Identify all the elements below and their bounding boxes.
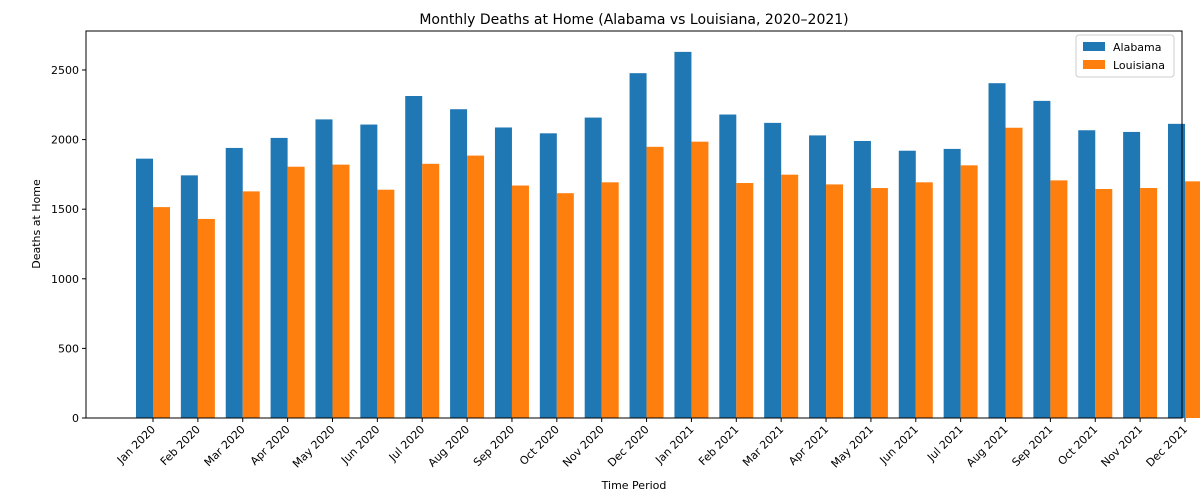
bar-louisiana — [915, 182, 933, 418]
legend-label-louisiana: Louisiana — [1113, 59, 1165, 72]
bar-louisiana — [691, 141, 709, 418]
bar-louisiana — [556, 193, 574, 418]
bar-louisiana — [960, 165, 978, 418]
x-tick-label: Jan 2021 — [652, 423, 696, 467]
bar-louisiana — [422, 163, 440, 418]
bar-alabama — [1168, 123, 1185, 418]
x-tick-label: Apr 2021 — [786, 423, 831, 468]
bar-alabama — [270, 137, 288, 418]
x-tick-label: Jan 2020 — [114, 423, 158, 467]
x-tick-label: May 2021 — [828, 423, 876, 471]
y-axis-title: Deaths at Home — [30, 179, 43, 269]
bar-louisiana — [870, 188, 888, 418]
x-tick-label: Jun 2020 — [338, 423, 382, 467]
x-tick-label: Feb 2021 — [696, 423, 741, 468]
x-tick-label: Dec 2020 — [605, 423, 652, 470]
x-tick-label: Jul 2021 — [924, 423, 966, 465]
x-tick-label: Oct 2021 — [1055, 423, 1100, 468]
x-tick-label: Dec 2021 — [1144, 423, 1191, 470]
legend-swatch-louisiana — [1083, 60, 1105, 69]
y-tick-label: 0 — [72, 412, 79, 425]
bar-louisiana — [467, 155, 485, 418]
bar-louisiana — [332, 164, 350, 418]
bar-alabama — [315, 119, 333, 418]
bar-alabama — [136, 158, 153, 419]
bar-alabama — [1078, 130, 1096, 419]
bar-alabama — [898, 150, 916, 418]
bar-alabama — [629, 73, 647, 419]
chart-title: Monthly Deaths at Home (Alabama vs Louis… — [419, 12, 848, 28]
bar-louisiana — [1185, 181, 1200, 418]
bar-louisiana — [287, 166, 305, 418]
x-tick-label: Aug 2021 — [964, 423, 1011, 470]
bar-louisiana — [242, 191, 260, 418]
x-tick-label: Mar 2020 — [202, 423, 248, 469]
bar-alabama — [405, 96, 423, 418]
x-tick-label: Jul 2020 — [386, 423, 428, 465]
x-axis-title: Time Period — [601, 479, 667, 492]
bar-louisiana — [1050, 180, 1068, 418]
bar-alabama — [450, 109, 468, 418]
bar-louisiana — [781, 174, 799, 418]
bar-alabama — [225, 147, 243, 419]
plot-frame — [85, 30, 1183, 419]
bar-louisiana — [1095, 189, 1113, 418]
legend: Alabama Louisiana — [1075, 34, 1175, 78]
bar-alabama — [674, 51, 692, 419]
bar-louisiana — [1005, 127, 1023, 418]
x-tick-label: Nov 2021 — [1099, 423, 1146, 470]
bar-alabama — [764, 122, 782, 419]
bar-louisiana — [646, 146, 664, 418]
y-tick-label: 2500 — [51, 64, 79, 77]
bar-alabama — [360, 124, 378, 418]
bar-louisiana — [826, 184, 844, 418]
x-tick-label: Aug 2020 — [426, 423, 473, 470]
x-tick-label: Apr 2020 — [248, 423, 293, 468]
bar-louisiana — [377, 189, 395, 418]
bar-alabama — [943, 148, 961, 418]
legend-swatch-alabama — [1083, 42, 1105, 51]
bar-alabama — [1123, 131, 1141, 418]
bar-alabama — [809, 135, 827, 418]
x-tick-label: Sep 2020 — [471, 423, 517, 469]
x-tick-label: Feb 2020 — [158, 423, 203, 468]
bar-louisiana — [197, 218, 215, 418]
x-tick-label: Sep 2021 — [1009, 423, 1055, 469]
x-tick-label: Nov 2020 — [560, 423, 607, 470]
legend-label-alabama: Alabama — [1113, 41, 1162, 54]
y-tick-label: 2000 — [51, 134, 79, 147]
bar-louisiana — [511, 185, 529, 418]
bar-louisiana — [1140, 188, 1158, 418]
y-tick-label: 1000 — [51, 273, 79, 286]
x-tick-label: Mar 2021 — [740, 423, 786, 469]
y-tick-label: 500 — [58, 342, 79, 355]
bar-louisiana — [736, 183, 754, 418]
bar-louisiana — [153, 207, 170, 418]
bar-alabama — [988, 83, 1006, 418]
bar-alabama — [584, 117, 602, 418]
bar-alabama — [494, 127, 512, 418]
x-tick-label: Jun 2021 — [877, 423, 921, 467]
x-tick-label: Oct 2020 — [517, 423, 562, 468]
bar-alabama — [539, 133, 557, 418]
bar-alabama — [719, 114, 737, 418]
bar-alabama — [180, 175, 198, 418]
bar-louisiana — [601, 182, 619, 418]
y-tick-label: 1500 — [51, 203, 79, 216]
bar-alabama — [853, 140, 871, 418]
bar-alabama — [1033, 100, 1051, 418]
x-tick-label: May 2020 — [290, 423, 338, 471]
